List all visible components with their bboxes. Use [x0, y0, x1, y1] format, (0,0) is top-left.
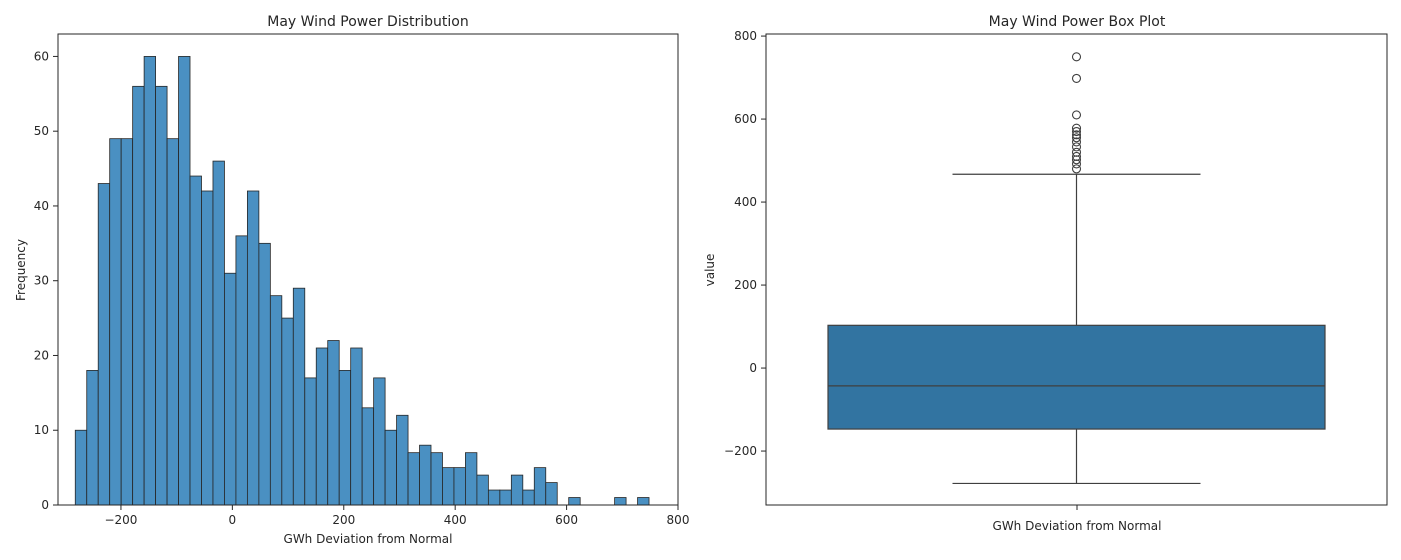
histogram-x-ticks: −200 0 200 400 600 800: [104, 505, 689, 527]
boxplot-outlier: [1071, 123, 1082, 133]
boxplot-outlier: [1071, 164, 1082, 174]
histogram-bar: [568, 497, 581, 506]
boxplot-outlier: [1071, 52, 1082, 62]
histogram-y-tick-label: 30: [34, 274, 49, 288]
histogram-bar: [350, 347, 363, 506]
histogram-bar: [396, 414, 409, 506]
histogram-x-axis-label: GWh Deviation from Normal: [284, 532, 453, 546]
boxplot-outlier: [1071, 147, 1082, 157]
histogram-bar: [269, 295, 283, 506]
boxplot-y-tick-label: −200: [724, 444, 757, 458]
histogram-bar: [510, 474, 524, 506]
histogram-bar: [304, 377, 317, 506]
histogram-bar: [614, 497, 627, 506]
histogram-bar: [155, 85, 168, 506]
histogram-bar: [327, 340, 340, 506]
histogram-frame: [57, 33, 679, 506]
histogram-bar: [453, 467, 466, 506]
histogram-bar: [545, 482, 558, 506]
histogram-bar: [74, 429, 88, 506]
boxplot-y-tick-label: 600: [734, 112, 757, 126]
boxplot-outlier: [1071, 142, 1082, 152]
histogram-y-tick-label: 0: [41, 498, 49, 512]
histogram-bar: [487, 489, 501, 506]
histogram-bar: [235, 235, 248, 506]
boxplot-y-axis-label: value: [703, 254, 717, 287]
histogram-bar: [637, 497, 650, 506]
histogram-bar: [419, 444, 432, 506]
histogram-bar: [338, 370, 352, 506]
histogram-bar: [166, 138, 179, 506]
boxplot-y-tick-label: 200: [734, 278, 757, 292]
histogram-x-tick-label: 800: [667, 513, 690, 527]
boxplot-x-tick-label: GWh Deviation from Normal: [993, 519, 1162, 533]
histogram-bar: [86, 370, 99, 506]
histogram-bar: [258, 242, 271, 506]
boxplot-outlier: [1071, 126, 1082, 137]
histogram-y-tick-label: 20: [34, 348, 49, 362]
histogram-bar: [442, 467, 455, 506]
histogram-y-axis-label: Frequency: [14, 239, 28, 301]
histogram-bar: [178, 56, 191, 506]
histogram-x-tick-label: 200: [332, 513, 355, 527]
histogram-title: May Wind Power Distribution: [267, 14, 468, 30]
histogram-bar: [201, 190, 214, 506]
histogram-x-tick-label: 0: [229, 513, 237, 527]
histogram-bar: [361, 407, 375, 506]
histogram-x-tick-label: 600: [555, 513, 578, 527]
histogram-y-tick-label: 50: [34, 124, 49, 138]
histogram-y-tick-label: 60: [34, 49, 49, 63]
histogram-bar: [407, 452, 420, 506]
histogram-y-tick-label: 40: [34, 199, 49, 213]
histogram-bar: [499, 489, 512, 506]
boxplot-outlier: [1071, 133, 1082, 143]
histogram-bar: [97, 183, 111, 506]
histogram-bar: [533, 467, 547, 506]
boxplot-outlier: [1071, 110, 1082, 120]
boxplot-outlier: [1071, 73, 1082, 83]
histogram-bar: [522, 489, 535, 506]
histogram-bar: [384, 429, 397, 506]
histogram-bar: [315, 347, 329, 506]
boxplot-y-tick-label: 0: [749, 361, 757, 375]
histogram-bar: [430, 452, 443, 506]
histogram-y-ticks: 0 10 20 30 40 50 60: [34, 49, 58, 512]
boxplot-marks: [827, 52, 1326, 485]
histogram-x-tick-label: −200: [104, 513, 137, 527]
histogram-y-tick-label: 10: [34, 423, 49, 437]
boxplot-y-tick-label: 800: [734, 29, 757, 43]
histogram-bar: [143, 56, 156, 506]
boxplot-title: May Wind Power Box Plot: [989, 14, 1166, 30]
histogram-bar: [476, 474, 489, 506]
histogram-bar: [224, 272, 237, 506]
boxplot-outlier: [1071, 130, 1082, 140]
histogram-bar: [465, 452, 478, 506]
histogram-bar: [189, 175, 202, 506]
boxplot-chart: May Wind Power Box Plot −200 0 200 400 600 80…: [703, 14, 1388, 533]
boxplot-outlier: [1071, 137, 1082, 147]
boxplot-outlier: [1071, 151, 1082, 161]
histogram-bar: [120, 138, 134, 506]
boxplot-y-tick-label: 400: [734, 195, 757, 209]
histogram-bar: [109, 138, 122, 506]
histogram-bar: [246, 190, 260, 506]
histogram-x-tick-label: 400: [444, 513, 467, 527]
boxplot-y-ticks: −200 0 200 400 600 800: [724, 29, 766, 458]
histogram-bar: [132, 85, 145, 506]
histogram-bar: [373, 377, 386, 506]
boxplot-box: [827, 324, 1326, 430]
histogram-bar: [281, 317, 294, 506]
histogram-chart: May Wind Power Distribution −200 0 200 400 6…: [14, 14, 689, 546]
histogram-bar: [212, 160, 225, 506]
histogram-bar: [292, 287, 306, 506]
